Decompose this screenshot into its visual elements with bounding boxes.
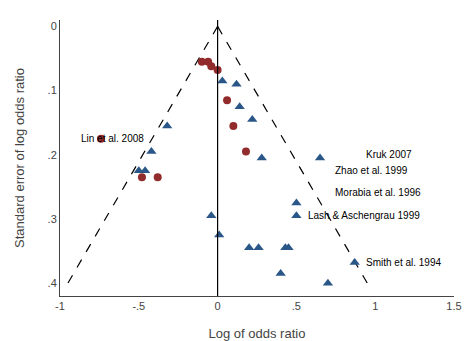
svg-text:Morabia et al. 1996: Morabia et al. 1996 [335,187,421,198]
svg-text:Smith et al. 1994: Smith et al. 1994 [366,257,441,268]
svg-text:Standard error of log odds rat: Standard error of log odds ratio [12,68,27,248]
svg-text:.1: .1 [48,84,57,96]
svg-text:Zhao et al. 1999: Zhao et al. 1999 [335,165,408,176]
svg-text:0: 0 [51,20,57,32]
svg-text:Log of odds ratio: Log of odds ratio [209,326,306,341]
svg-text:1.5: 1.5 [446,300,461,312]
svg-text:1: 1 [372,300,378,312]
svg-text:.4: .4 [48,277,57,289]
svg-text:-1: -1 [55,300,65,312]
svg-text:Kruk 2007: Kruk 2007 [366,149,412,160]
svg-text:Lin et al. 2008: Lin et al. 2008 [81,133,144,144]
svg-text:.3: .3 [48,213,57,225]
svg-text:0: 0 [215,300,221,312]
svg-text:Lash & Aschengrau 1999: Lash & Aschengrau 1999 [308,210,420,221]
svg-text:.2: .2 [48,149,57,161]
svg-text:-.5: -.5 [132,300,145,312]
svg-text:.5: .5 [292,300,301,312]
